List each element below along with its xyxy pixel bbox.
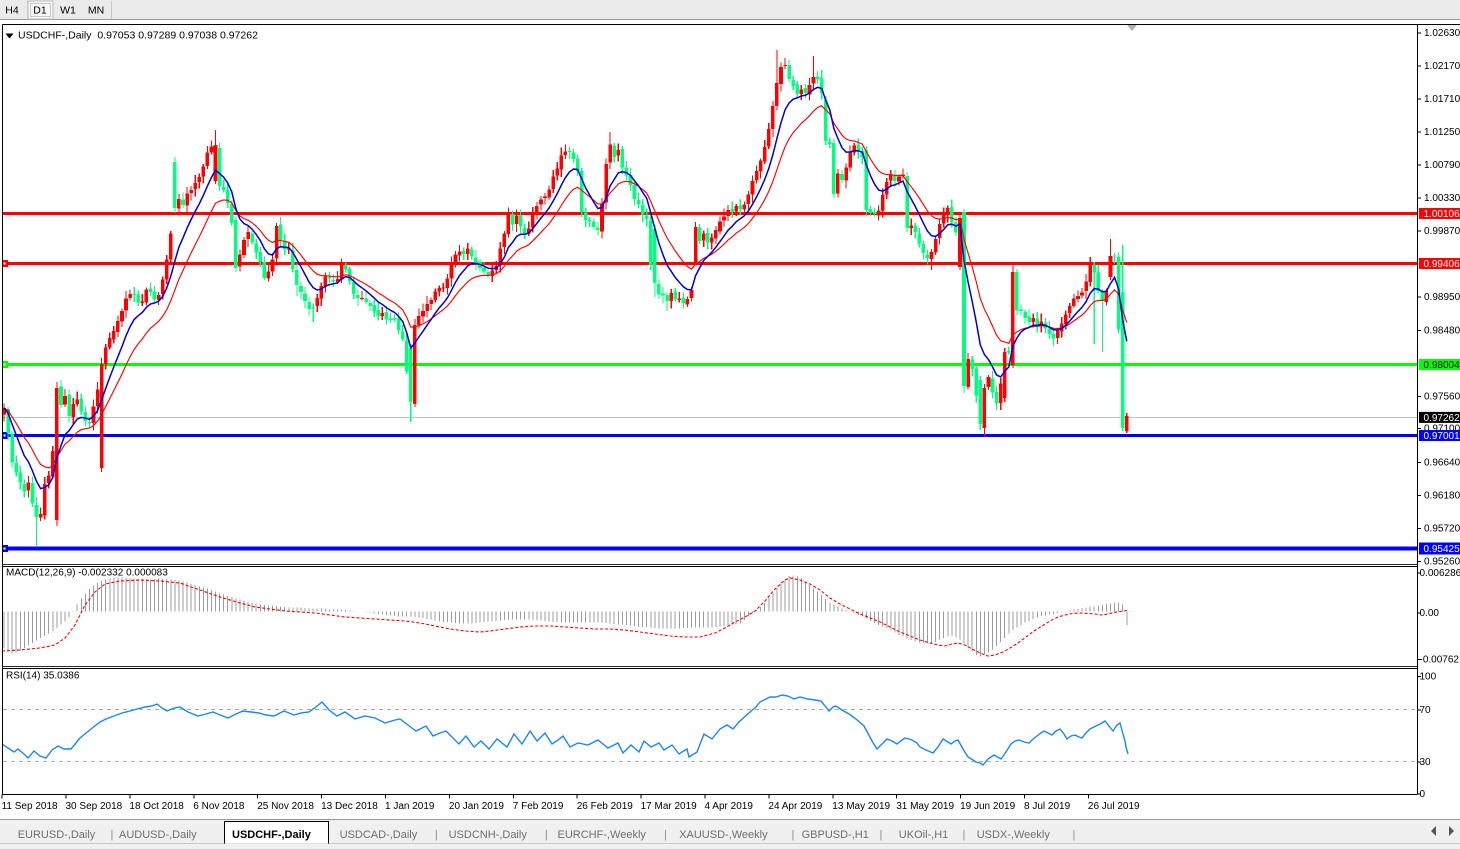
svg-text:7 Feb 2019: 7 Feb 2019	[513, 801, 564, 812]
svg-text:0.95260: 0.95260	[1424, 557, 1460, 568]
svg-text:1.00106: 1.00106	[1424, 209, 1460, 220]
svg-text:1.02630: 1.02630	[1424, 28, 1460, 39]
svg-text:13 Dec 2018: 13 Dec 2018	[321, 801, 378, 812]
svg-text:MACD(12,26,9) -0.002332 0.0000: MACD(12,26,9) -0.002332 0.000083	[6, 568, 168, 579]
svg-text:USDCHF-,Daily 0.97053 0.97289: USDCHF-,Daily 0.97053 0.97289 0.97038 0.…	[18, 30, 258, 42]
svg-text:USDCHF-,Daily: USDCHF-,Daily	[232, 829, 312, 841]
svg-text:1.01710: 1.01710	[1424, 94, 1460, 105]
svg-text:USDCNH-,Daily: USDCNH-,Daily	[449, 829, 528, 841]
svg-text:0.97262: 0.97262	[1424, 413, 1460, 424]
svg-text:D1: D1	[33, 5, 47, 17]
svg-text:AUDUSD-,Daily: AUDUSD-,Daily	[119, 829, 197, 841]
svg-text:|: |	[435, 829, 438, 841]
svg-text:70: 70	[1420, 705, 1432, 716]
svg-text:6 Nov 2018: 6 Nov 2018	[193, 801, 245, 812]
svg-text:|: |	[792, 829, 795, 841]
svg-text:GBPUSD-,H1: GBPUSD-,H1	[802, 829, 869, 841]
svg-text:30 Sep 2018: 30 Sep 2018	[66, 801, 123, 812]
svg-text:MN: MN	[88, 5, 104, 17]
svg-text:0.96640: 0.96640	[1424, 458, 1460, 469]
svg-text:0.95425: 0.95425	[1424, 544, 1460, 555]
svg-text:20 Jan 2019: 20 Jan 2019	[449, 801, 504, 812]
svg-text:1.00330: 1.00330	[1424, 193, 1460, 204]
svg-text:|: |	[880, 829, 883, 841]
svg-text:H4: H4	[5, 5, 19, 17]
svg-text:|: |	[111, 829, 114, 841]
svg-text:RSI(14) 35.0386: RSI(14) 35.0386	[6, 671, 80, 682]
svg-text:|: |	[1073, 829, 1076, 841]
svg-text:1.01250: 1.01250	[1424, 127, 1460, 138]
svg-text:-0.00762: -0.00762	[1420, 654, 1460, 665]
svg-text:0.98950: 0.98950	[1424, 292, 1460, 303]
svg-text:11 Sep 2018: 11 Sep 2018	[2, 801, 58, 812]
svg-text:USDX-,Weekly: USDX-,Weekly	[977, 829, 1051, 841]
svg-text:EURUSD-,Daily: EURUSD-,Daily	[18, 829, 96, 841]
svg-text:W1: W1	[60, 5, 76, 17]
svg-text:0.98480: 0.98480	[1424, 326, 1460, 337]
svg-text:24 Apr 2019: 24 Apr 2019	[768, 801, 822, 812]
svg-text:USDCAD-,Daily: USDCAD-,Daily	[340, 829, 418, 841]
svg-text:0.98004: 0.98004	[1424, 360, 1460, 371]
svg-text:19 Jun 2019: 19 Jun 2019	[960, 801, 1015, 812]
svg-text:EURCHF-,Weekly: EURCHF-,Weekly	[558, 829, 647, 841]
svg-text:0.99406: 0.99406	[1424, 259, 1460, 270]
svg-text:18 Oct 2018: 18 Oct 2018	[129, 801, 184, 812]
svg-text:31 May 2019: 31 May 2019	[896, 801, 954, 812]
svg-text:0.99870: 0.99870	[1424, 226, 1460, 237]
svg-text:|: |	[545, 829, 548, 841]
svg-text:0.97001: 0.97001	[1424, 431, 1460, 442]
svg-text:0: 0	[1420, 789, 1426, 800]
svg-text:13 May 2019: 13 May 2019	[832, 801, 890, 812]
svg-text:8 Jul 2019: 8 Jul 2019	[1024, 801, 1071, 812]
svg-text:0.95720: 0.95720	[1424, 524, 1460, 535]
svg-text:4 Apr 2019: 4 Apr 2019	[705, 801, 754, 812]
svg-text:0.006286: 0.006286	[1420, 568, 1460, 579]
svg-text:|: |	[963, 829, 966, 841]
svg-text:100: 100	[1420, 672, 1437, 683]
svg-text:17 Mar 2019: 17 Mar 2019	[641, 801, 698, 812]
svg-text:0.00: 0.00	[1420, 608, 1440, 619]
svg-text:0.97100: 0.97100	[1424, 423, 1460, 434]
svg-text:XAUUSD-,Weekly: XAUUSD-,Weekly	[679, 829, 768, 841]
svg-text:30: 30	[1420, 757, 1432, 768]
svg-text:1 Jan 2019: 1 Jan 2019	[385, 801, 435, 812]
svg-text:26 Feb 2019: 26 Feb 2019	[577, 801, 634, 812]
svg-text:1.02170: 1.02170	[1424, 61, 1460, 72]
svg-text:25 Nov 2018: 25 Nov 2018	[257, 801, 314, 812]
svg-text:26 Jul 2019: 26 Jul 2019	[1088, 801, 1140, 812]
svg-text:|: |	[664, 829, 667, 841]
svg-text:0.96180: 0.96180	[1424, 491, 1460, 502]
svg-text:UKOil-,H1: UKOil-,H1	[899, 829, 949, 841]
svg-text:0.97560: 0.97560	[1424, 392, 1460, 403]
svg-text:1.00790: 1.00790	[1424, 160, 1460, 171]
